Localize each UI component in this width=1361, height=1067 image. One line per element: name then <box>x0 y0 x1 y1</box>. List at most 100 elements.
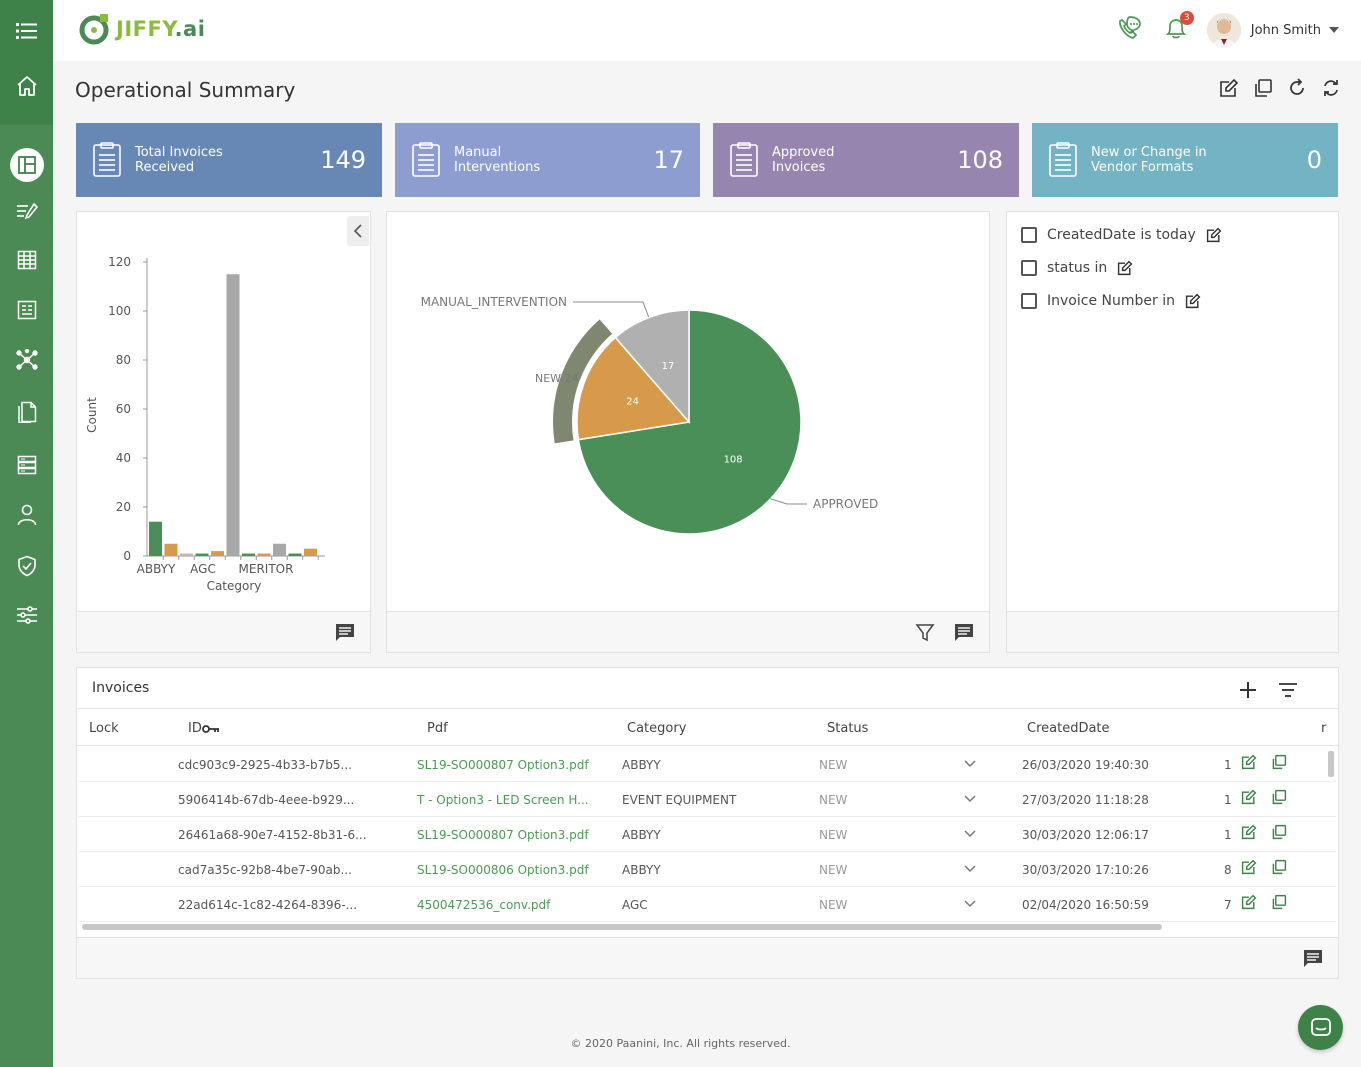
user-name[interactable]: John Smith <box>1250 22 1321 38</box>
edit-icon[interactable] <box>1241 754 1257 770</box>
sidebar-item-home[interactable] <box>0 64 53 108</box>
sidebar-item-dashboard[interactable] <box>0 143 53 187</box>
table-row[interactable]: 5906414b-67db-4eee-b929... T - Option3 - … <box>79 782 1336 817</box>
copy-icon[interactable] <box>1271 859 1287 875</box>
refresh-icon[interactable] <box>1287 78 1307 98</box>
sidebar-item-security[interactable] <box>0 544 53 588</box>
copy-icon[interactable] <box>1271 824 1287 840</box>
chevron-down-icon[interactable] <box>964 830 976 838</box>
col-status[interactable]: Status <box>827 721 869 736</box>
kpi-approved-invoices[interactable]: Approved Invoices 108 <box>713 123 1019 197</box>
bar[interactable] <box>149 521 162 556</box>
comment-icon[interactable] <box>1302 948 1324 968</box>
edit-icon[interactable] <box>1241 894 1257 910</box>
pie-slice-new[interactable] <box>576 336 691 441</box>
bar[interactable] <box>242 553 255 556</box>
col-lock[interactable]: Lock <box>89 721 119 736</box>
bar[interactable] <box>226 274 240 556</box>
col-created-date[interactable]: CreatedDate <box>1027 721 1110 736</box>
cell-status[interactable]: NEW <box>819 793 848 807</box>
bar[interactable] <box>273 543 286 556</box>
filter-icon[interactable] <box>915 622 935 642</box>
notifications-button[interactable]: 3 <box>1163 11 1194 45</box>
edit-icon[interactable] <box>1117 260 1133 276</box>
copy-icon[interactable] <box>1271 789 1287 805</box>
avatar[interactable] <box>1206 13 1241 47</box>
bar[interactable] <box>257 553 271 556</box>
comment-icon[interactable] <box>953 622 975 642</box>
kpi-total-invoices[interactable]: Total Invoices Received 149 <box>76 123 382 197</box>
add-icon[interactable] <box>1238 680 1258 700</box>
sort-filter-icon[interactable] <box>1278 680 1298 700</box>
bar[interactable] <box>288 553 302 556</box>
cell-status[interactable]: NEW <box>819 863 848 877</box>
filter-checkbox[interactable] <box>1021 259 1037 276</box>
chevron-down-icon[interactable] <box>964 865 976 873</box>
cell-pdf-link[interactable]: SL19-SO000806 Option3.pdf <box>417 863 589 877</box>
cell-pdf-link[interactable]: 4500472536_conv.pdf <box>417 898 551 912</box>
table-row[interactable]: cad7a35c-92b8-4be7-90ab... SL19-SO000806 … <box>79 852 1336 887</box>
filter-checkbox[interactable] <box>1021 292 1037 309</box>
bar[interactable] <box>304 548 317 556</box>
cell-status[interactable]: NEW <box>819 898 848 912</box>
col-pdf[interactable]: Pdf <box>427 721 448 736</box>
copy-icon[interactable] <box>1271 754 1287 770</box>
x-tick-label: AGC <box>190 562 216 576</box>
filter-checkbox[interactable] <box>1021 226 1037 243</box>
horizontal-scrollbar[interactable] <box>82 924 1162 930</box>
chevron-down-icon[interactable] <box>1327 25 1341 35</box>
bar[interactable] <box>211 551 224 556</box>
sidebar-item-tables[interactable] <box>0 238 53 282</box>
cell-id: 22ad614c-1c82-4264-8396-... <box>178 898 358 912</box>
sidebar-item-settings[interactable] <box>0 593 53 637</box>
cell-pdf-link[interactable]: SL19-SO000807 Option3.pdf <box>417 758 589 772</box>
sidebar-item-documents[interactable] <box>0 390 53 434</box>
cell-r: 1 <box>1224 758 1232 772</box>
sidebar-item-forms[interactable] <box>0 288 53 332</box>
collapse-button[interactable] <box>347 216 369 246</box>
pie-slice-manual-intervention[interactable] <box>614 309 690 425</box>
bar[interactable] <box>164 543 178 556</box>
edit-icon[interactable] <box>1241 859 1257 875</box>
cell-pdf-link[interactable]: T - Option3 - LED Screen H... <box>417 793 589 807</box>
vertical-scrollbar[interactable] <box>1328 751 1334 777</box>
sidebar-item-network[interactable] <box>0 338 53 382</box>
duplicate-icon[interactable] <box>1253 78 1273 98</box>
table-icon <box>17 250 36 270</box>
kpi-label: Manual Interventions <box>454 145 541 175</box>
menu-button[interactable] <box>0 9 53 53</box>
bar[interactable] <box>180 553 193 556</box>
sync-icon[interactable] <box>1321 78 1341 98</box>
kpi-vendor-formats[interactable]: New or Change in Vendor Formats 0 <box>1032 123 1338 197</box>
col-id[interactable]: ID <box>188 721 220 736</box>
table-row[interactable]: 26461a68-90e7-4152-8b31-6... SL19-SO00080… <box>79 817 1336 852</box>
cell-pdf-link[interactable]: SL19-SO000807 Option3.pdf <box>417 828 589 842</box>
edit-icon[interactable] <box>1219 78 1239 98</box>
jiffy-logo[interactable]: JIFFY.ai <box>78 12 205 46</box>
copy-icon[interactable] <box>1271 894 1287 910</box>
edit-icon[interactable] <box>1185 293 1201 309</box>
table-row[interactable]: cdc903c9-2925-4b33-b7b5... SL19-SO000807 … <box>79 747 1336 782</box>
kpi-manual-interventions[interactable]: Manual Interventions 17 <box>395 123 700 197</box>
chevron-down-icon[interactable] <box>964 760 976 768</box>
dashboard-icon <box>17 156 36 174</box>
cell-status[interactable]: NEW <box>819 828 848 842</box>
col-category[interactable]: Category <box>627 721 687 736</box>
edit-icon[interactable] <box>1241 824 1257 840</box>
comment-icon[interactable] <box>334 622 356 642</box>
edit-icon[interactable] <box>1241 789 1257 805</box>
call-button[interactable] <box>1115 14 1143 46</box>
chevron-down-icon[interactable] <box>964 900 976 908</box>
bar[interactable] <box>195 553 209 556</box>
page-title: Operational Summary <box>75 78 296 102</box>
edit-icon[interactable] <box>1206 227 1222 243</box>
chevron-down-icon[interactable] <box>964 795 976 803</box>
cell-category: ABBYY <box>622 828 661 842</box>
sidebar-item-tasks[interactable] <box>0 190 53 234</box>
sidebar-item-storage[interactable] <box>0 443 53 487</box>
col-r[interactable]: r <box>1321 721 1327 736</box>
sidebar-item-users[interactable] <box>0 493 53 537</box>
cell-status[interactable]: NEW <box>819 758 848 772</box>
chat-button[interactable] <box>1298 1005 1343 1050</box>
table-row[interactable]: 22ad614c-1c82-4264-8396-... 4500472536_co… <box>79 887 1336 922</box>
